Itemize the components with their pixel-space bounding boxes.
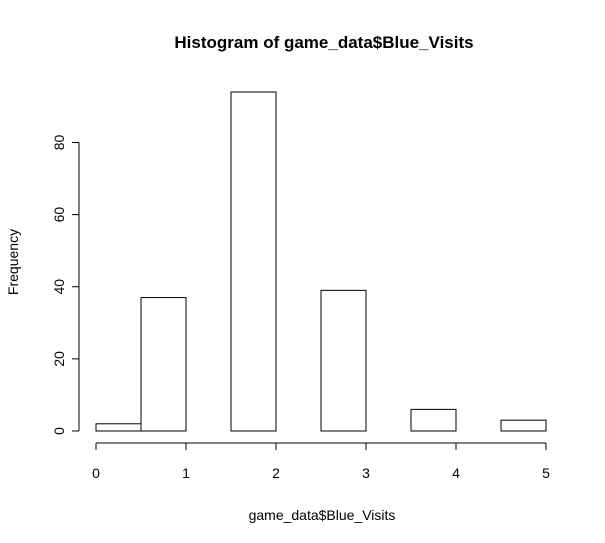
- x-axis: 0 1 2 3 4 5: [92, 442, 550, 481]
- x-axis-label: game_data$Blue_Visits: [249, 507, 396, 523]
- y-tick-label-0: 0: [51, 427, 67, 435]
- histogram-bar-0: [95, 423, 142, 432]
- x-tick-label-3: 3: [362, 465, 370, 481]
- y-axis: 0 20 40 60 80: [51, 134, 80, 435]
- histogram-bar-5: [320, 289, 367, 432]
- y-tick-label-3: 60: [51, 207, 67, 223]
- y-axis-label: Frequency: [5, 229, 21, 295]
- histogram-bar-9: [500, 419, 547, 432]
- x-tick-label-4: 4: [452, 465, 460, 481]
- histogram-bar-7: [410, 408, 457, 432]
- x-tick-label-0: 0: [92, 465, 100, 481]
- histogram-bar-3: [230, 91, 277, 432]
- chart-title: Histogram of game_data$Blue_Visits: [174, 33, 473, 52]
- x-tick-label-5: 5: [542, 465, 550, 481]
- histogram-bar-1: [140, 297, 187, 432]
- x-tick-label-1: 1: [182, 465, 190, 481]
- histogram-bars: [95, 91, 547, 432]
- y-tick-label-4: 80: [51, 134, 67, 150]
- y-tick-label-1: 20: [51, 351, 67, 367]
- x-tick-label-2: 2: [272, 465, 280, 481]
- y-tick-label-2: 40: [51, 279, 67, 295]
